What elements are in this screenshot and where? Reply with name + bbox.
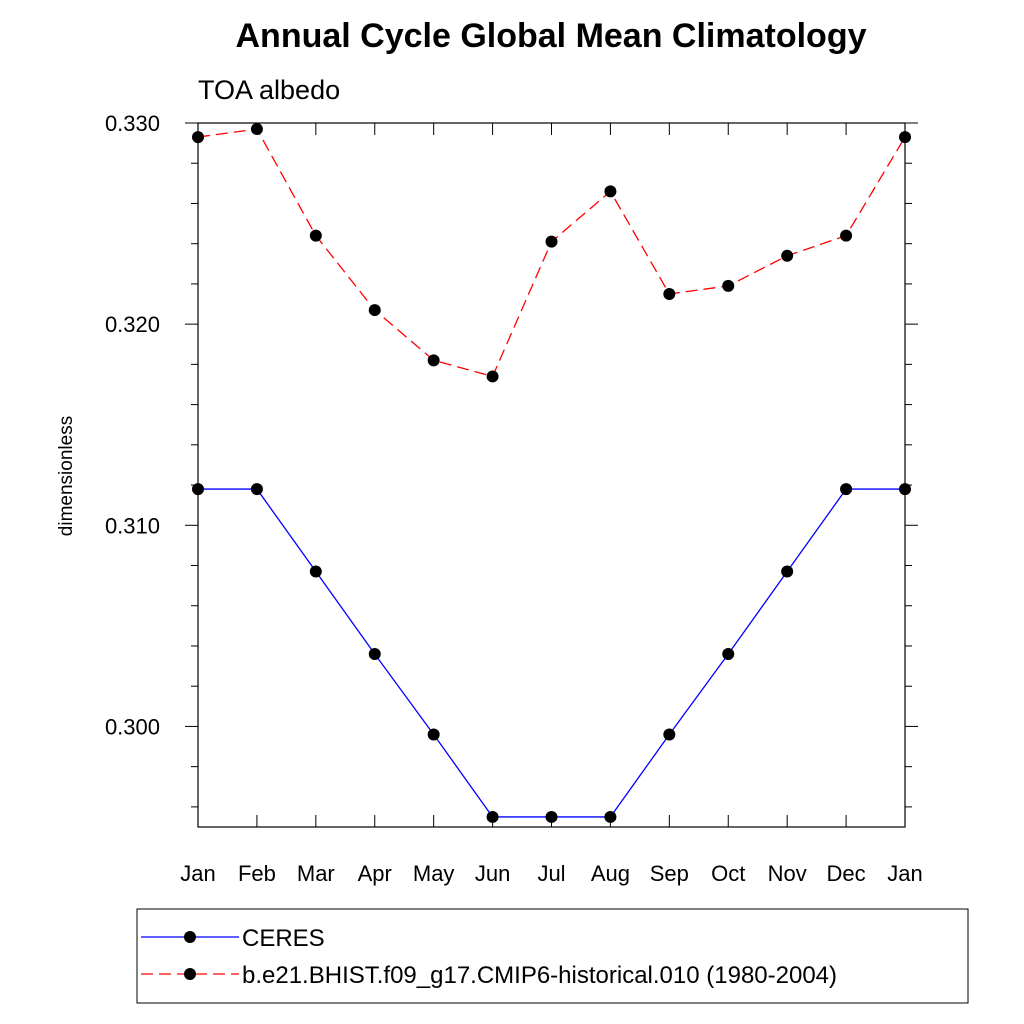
x-tick-label: Jul [537, 861, 565, 886]
series-1-point [309, 565, 322, 578]
x-tick-label: Apr [358, 861, 392, 886]
series-1-point [250, 483, 263, 496]
x-tick-label: Oct [711, 861, 745, 886]
x-tick-label: Feb [238, 861, 276, 886]
x-tick-label: May [413, 861, 455, 886]
series-2-point [545, 235, 558, 248]
x-tick-label: Nov [768, 861, 807, 886]
y-tick-label: 0.320 [105, 312, 160, 337]
y-tick-label: 0.300 [105, 714, 160, 739]
series-1-point [722, 648, 735, 661]
series-1-point [840, 483, 853, 496]
series-2-point [781, 249, 794, 262]
series-2-point [427, 354, 440, 367]
series-1-point [427, 728, 440, 741]
series-1-point [486, 810, 499, 823]
series-2-point [192, 131, 204, 144]
chart-subtitle: TOA albedo [198, 75, 340, 105]
x-tick-label: Sep [650, 861, 689, 886]
series-1-point [545, 810, 558, 823]
x-tick-label: Aug [591, 861, 630, 886]
x-tick-label: Mar [297, 861, 335, 886]
y-tick-label: 0.310 [105, 513, 160, 538]
series-2-point [899, 131, 911, 144]
series-2-point [604, 185, 617, 198]
y-tick-label: 0.330 [105, 111, 160, 136]
series-2-point [840, 229, 853, 242]
series-1-point [781, 565, 794, 578]
series-line-1 [198, 488, 905, 818]
series-layer [192, 123, 911, 823]
legend: CERES b.e21.BHIST.f09_g17.CMIP6-historica… [141, 925, 837, 989]
x-tick-label: Jun [475, 861, 510, 886]
series-2-point [250, 123, 263, 136]
legend-label-1: CERES [242, 925, 325, 952]
plot-frame [197, 122, 906, 828]
series-2-point [368, 304, 381, 317]
series-2-point [309, 229, 322, 242]
series-1-point [663, 728, 676, 741]
series-1-point [192, 483, 204, 496]
series-2-point [663, 287, 676, 300]
series-2-point [722, 279, 735, 292]
y-axis-label: dimensionless [56, 416, 77, 536]
axis-ticks [185, 122, 918, 827]
series-1-point [604, 810, 617, 823]
x-tick-label: Dec [827, 861, 866, 886]
series-2-point [486, 370, 499, 383]
legend-marker-1 [184, 931, 196, 943]
x-tick-label: Jan [887, 861, 922, 886]
legend-box [136, 908, 969, 1004]
x-tick-label: Jan [180, 861, 215, 886]
chart-title: Annual Cycle Global Mean Climatology [236, 17, 867, 55]
series-1-point [368, 648, 381, 661]
axis-tick-labels: Jan Feb Mar Apr May Jun Jul Aug Sep Oct Nov Dec Jan 0… [105, 111, 923, 886]
series-line-2 [197, 128, 906, 378]
legend-label-2: b.e21.BHIST.f09_g17.CMIP6-historical.010… [242, 962, 837, 989]
series-1-point [899, 483, 911, 496]
legend-marker-2 [184, 968, 196, 980]
